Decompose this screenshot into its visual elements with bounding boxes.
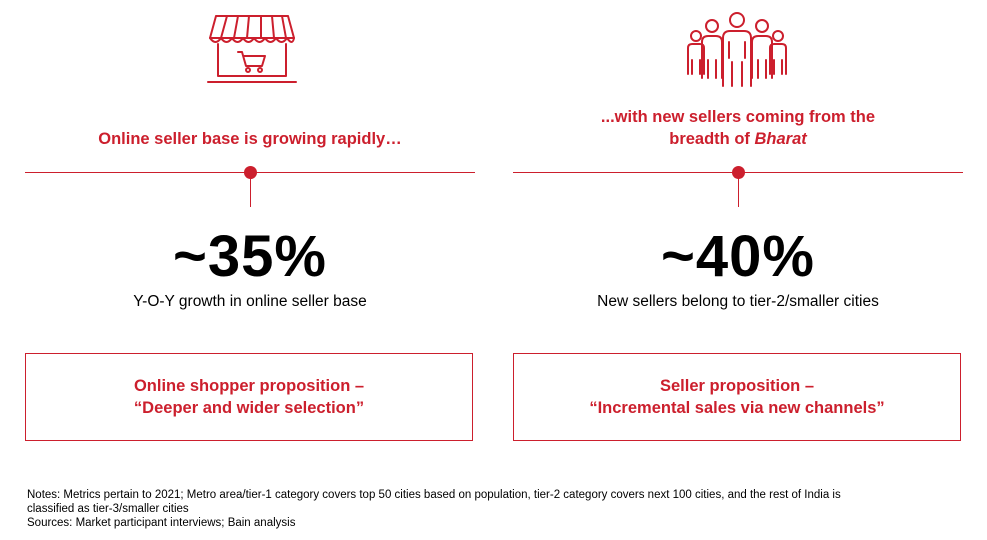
right-headline-line2: breadth of Bharat [669, 130, 807, 148]
notes-line-1: Notes: Metrics pertain to 2021; Metro ar… [27, 489, 841, 501]
left-headline: Online seller base is growing rapidly… [98, 130, 402, 148]
left-proposition-quote: “Deeper and wider selection” [133, 399, 365, 417]
right-panel: ...with new sellers coming from the brea… [513, 0, 963, 450]
right-connector [738, 178, 739, 207]
bharat-emphasis: Bharat [754, 130, 807, 148]
right-timeline-dot [732, 166, 745, 179]
left-connector [250, 178, 251, 207]
left-proposition-box: Online shopper proposition – “Deeper and… [25, 353, 473, 441]
footnotes: Notes: Metrics pertain to 2021; Metro ar… [27, 488, 967, 530]
people-group-icon [685, 12, 789, 88]
right-proposition-box: Seller proposition – “Incremental sales … [513, 353, 961, 441]
storefront-cart-icon [206, 14, 298, 86]
right-proposition-title: Seller proposition – [659, 377, 815, 395]
right-caption: New sellers belong to tier-2/smaller cit… [597, 293, 879, 310]
left-metric: ~35% [173, 224, 327, 289]
left-proposition-title: Online shopper proposition – [133, 377, 365, 395]
right-metric: ~40% [661, 224, 815, 289]
sources-line: Sources: Market participant interviews; … [27, 517, 296, 529]
right-headline-line1: ...with new sellers coming from the [600, 108, 876, 126]
left-caption: Y-O-Y growth in online seller base [133, 293, 367, 310]
right-headline: ...with new sellers coming from the brea… [513, 106, 963, 150]
notes-line-2: classified as tier-3/smaller cities [27, 503, 189, 515]
left-timeline-dot [244, 166, 257, 179]
right-proposition-quote: “Incremental sales via new channels” [589, 399, 885, 417]
left-panel: Online seller base is growing rapidly… ~… [25, 0, 475, 450]
